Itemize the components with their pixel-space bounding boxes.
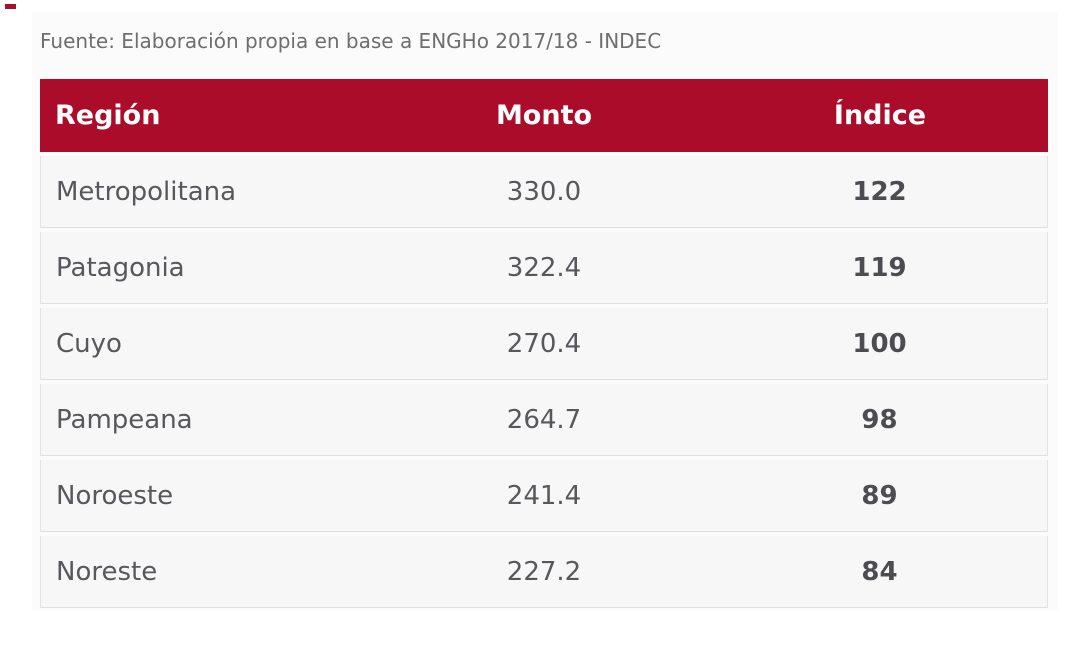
table-row: Pampeana 264.7 98 <box>40 384 1048 456</box>
cell-region: Metropolitana <box>40 156 376 228</box>
cell-monto: 322.4 <box>376 232 712 304</box>
table-row: Metropolitana 330.0 122 <box>40 156 1048 228</box>
cell-region: Pampeana <box>40 384 376 456</box>
cell-region: Noreste <box>40 536 376 608</box>
column-header-indice: Índice <box>712 79 1048 152</box>
corner-artifact <box>5 4 16 9</box>
source-note: Fuente: Elaboración propia en base a ENG… <box>40 29 662 53</box>
cell-region: Cuyo <box>40 308 376 380</box>
table-body: Metropolitana 330.0 122 Patagonia 322.4 … <box>40 156 1048 608</box>
table-row: Patagonia 322.4 119 <box>40 232 1048 304</box>
cell-indice: 98 <box>712 384 1048 456</box>
column-header-monto: Monto <box>376 79 712 152</box>
cell-monto: 330.0 <box>376 156 712 228</box>
cell-indice: 122 <box>712 156 1048 228</box>
data-table: Región Monto Índice Metropolitana 330.0 … <box>40 75 1048 612</box>
cell-monto: 241.4 <box>376 460 712 532</box>
table-row: Cuyo 270.4 100 <box>40 308 1048 380</box>
cell-monto: 227.2 <box>376 536 712 608</box>
cell-region: Patagonia <box>40 232 376 304</box>
column-header-region: Región <box>40 79 376 152</box>
cell-region: Noroeste <box>40 460 376 532</box>
cell-indice: 84 <box>712 536 1048 608</box>
cell-indice: 119 <box>712 232 1048 304</box>
cell-indice: 100 <box>712 308 1048 380</box>
cell-monto: 264.7 <box>376 384 712 456</box>
table-header: Región Monto Índice <box>40 79 1048 152</box>
table-row: Noroeste 241.4 89 <box>40 460 1048 532</box>
table-card: Fuente: Elaboración propia en base a ENG… <box>32 12 1058 610</box>
table-row: Noreste 227.2 84 <box>40 536 1048 608</box>
header-row: Región Monto Índice <box>40 79 1048 152</box>
cell-indice: 89 <box>712 460 1048 532</box>
cell-monto: 270.4 <box>376 308 712 380</box>
